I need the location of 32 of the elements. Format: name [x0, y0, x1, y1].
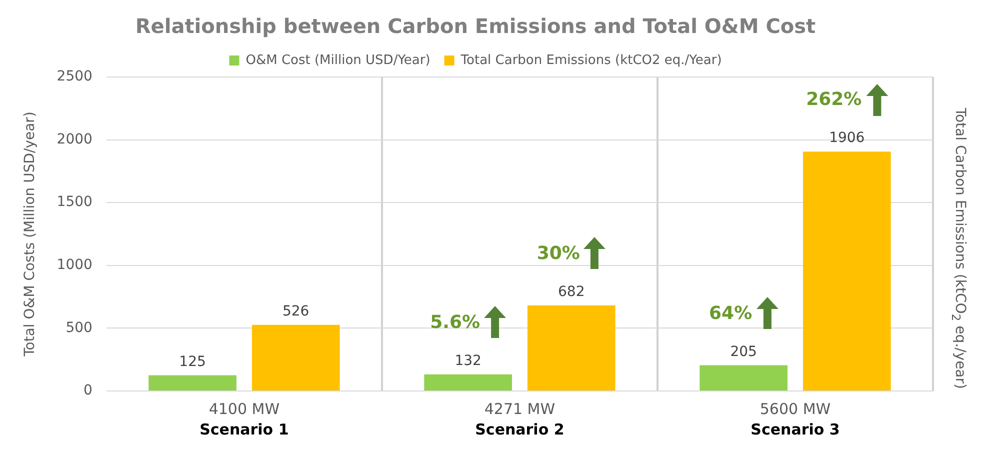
legend-label: O&M Cost (Million USD/Year)	[246, 52, 430, 68]
data-label: 682	[558, 284, 585, 300]
chart-title: Relationship between Carbon Emissions and Total O&M Cost	[135, 14, 816, 38]
x-tick-label: 4271 MW	[484, 400, 556, 418]
annotation: 262%	[806, 89, 862, 110]
data-label: 1906	[829, 130, 865, 146]
bar	[148, 375, 236, 390]
annotation: 30%	[536, 242, 580, 264]
bar	[252, 324, 340, 390]
y-tick-label: 1500	[56, 194, 92, 210]
y-tick-label: 0	[84, 382, 92, 399]
y-tick-label: 2500	[56, 68, 92, 85]
text: Scenario 2	[475, 420, 564, 438]
y-axis-title: Total O&M Costs (Million USD/year)	[22, 112, 38, 358]
text: Scenario 1	[200, 420, 289, 438]
bar	[700, 365, 788, 390]
annotation: 64%	[709, 302, 752, 324]
bar	[527, 305, 616, 390]
y-tick-label: 1000	[56, 257, 92, 274]
x-tick-label: 5600 MW	[760, 400, 831, 418]
bar	[802, 152, 891, 390]
y-tick-label: 500	[66, 320, 92, 336]
data-label: 132	[454, 353, 482, 370]
text: Scenario 3	[750, 420, 840, 438]
x-tick-label: 4100 MW	[208, 400, 280, 418]
bar	[424, 374, 512, 390]
data-label: 125	[179, 354, 206, 370]
data-label: 526	[282, 304, 310, 320]
data-label: 205	[730, 344, 757, 360]
legend-label: Total Carbon Emissions (ktCO2 eq./Year)	[460, 52, 722, 68]
annotation: 5.6%	[430, 312, 480, 333]
y-tick-label: 2000	[56, 131, 92, 148]
